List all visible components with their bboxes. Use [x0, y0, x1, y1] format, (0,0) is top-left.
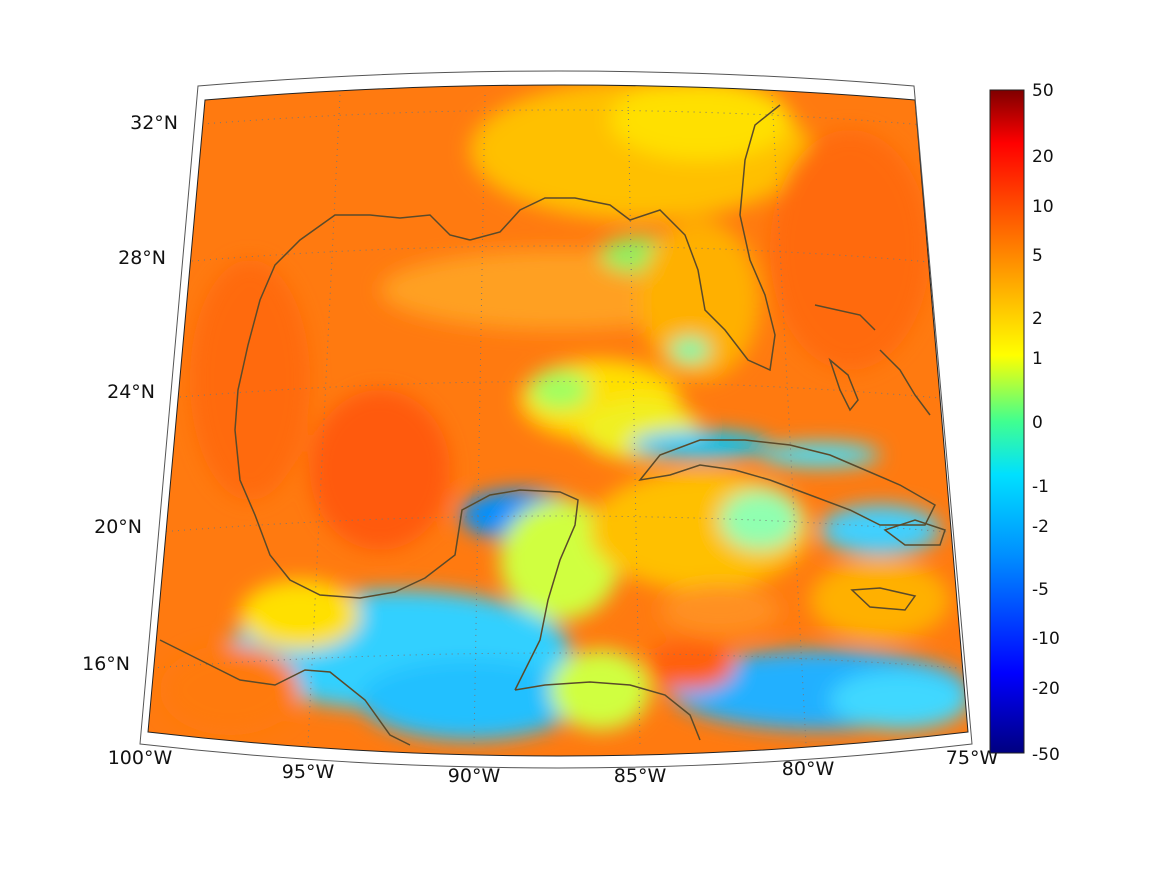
cb-tick-1: 1 [1032, 349, 1043, 369]
latitude-labels: 16°N 20°N 24°N 28°N 32°N [82, 112, 178, 675]
cb-tick-m50: -50 [1032, 745, 1060, 765]
cb-tick-m10: -10 [1032, 629, 1060, 649]
lon-label-90: 90°W [448, 765, 501, 787]
lon-label-75: 75°W [946, 747, 999, 769]
colorbar: 50 20 10 5 2 1 0 -1 -2 -5 -10 -20 -50 [989, 81, 1060, 765]
cb-tick-5: 5 [1032, 246, 1043, 266]
cb-tick-20: 20 [1032, 147, 1054, 167]
lat-label-16: 16°N [82, 653, 130, 675]
cb-tick-2: 2 [1032, 309, 1043, 329]
cb-tick-50: 50 [1032, 81, 1054, 101]
graticule [151, 94, 959, 746]
cb-tick-m1: -1 [1032, 477, 1049, 497]
cb-tick-m5: -5 [1032, 580, 1049, 600]
lon-label-95: 95°W [282, 761, 335, 783]
cb-tick-0: 0 [1032, 413, 1043, 433]
cb-tick-m20: -20 [1032, 679, 1060, 699]
lat-label-20: 20°N [94, 516, 142, 538]
data-field [148, 85, 968, 756]
lat-label-32: 32°N [130, 112, 178, 134]
lon-label-100: 100°W [108, 747, 173, 769]
coastlines [159, 104, 946, 746]
colorbar-ramp [989, 89, 1025, 754]
lon-label-85: 85°W [614, 765, 667, 787]
cb-tick-m2: -2 [1032, 517, 1049, 537]
lon-label-80: 80°W [782, 758, 835, 780]
lat-label-24: 24°N [107, 381, 155, 403]
map-frame [147, 84, 969, 757]
longitude-labels: 100°W 95°W 90°W 85°W 80°W 75°W [108, 747, 999, 787]
lat-label-28: 28°N [118, 247, 166, 269]
cb-tick-10: 10 [1032, 197, 1054, 217]
colorbar-ticks: 50 20 10 5 2 1 0 -1 -2 -5 -10 -20 -50 [1032, 81, 1060, 765]
